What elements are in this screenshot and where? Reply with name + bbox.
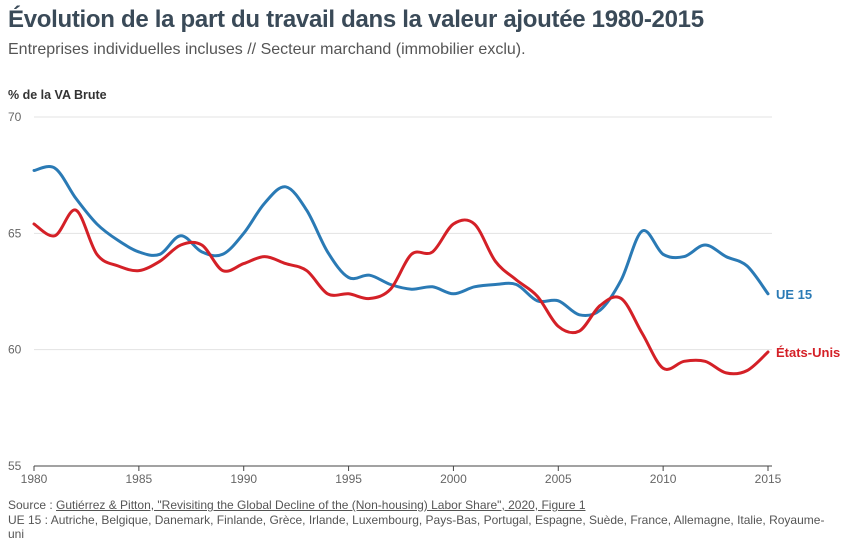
series-label-etats-unis: États-Unis (776, 345, 840, 360)
x-tick-label: 1995 (335, 472, 362, 486)
x-tick-label: 2010 (650, 472, 677, 486)
source-line: Source : Gutiérrez & Pitton, "Revisiting… (8, 498, 840, 513)
y-axis-label: % de la VA Brute (8, 88, 107, 102)
chart-title: Évolution de la part du travail dans la … (8, 6, 704, 33)
y-tick-label: 70 (8, 110, 22, 124)
note-line: UE 15 : Autriche, Belgique, Danemark, Fi… (8, 512, 825, 542)
source-prefix: Source : (8, 498, 57, 512)
chart-subtitle: Entreprises individuelles incluses // Se… (8, 41, 526, 58)
series-label-ue15: UE 15 (776, 287, 812, 302)
x-tick-label: 2000 (440, 472, 467, 486)
chart-footer: Source : Gutiérrez & Pitton, "Revisiting… (8, 498, 840, 542)
series-line-etats-unis (32, 208, 770, 376)
x-tick-label: 2015 (755, 472, 782, 486)
x-tick-label: 1985 (126, 472, 153, 486)
y-tick-label: 55 (8, 459, 22, 473)
y-tick-label: 65 (8, 226, 22, 240)
x-tick-label: 1980 (21, 472, 48, 486)
y-tick-label: 60 (8, 343, 22, 357)
x-tick-label: 1990 (230, 472, 257, 486)
series-line-ue15 (32, 165, 770, 318)
source-link[interactable]: Gutiérrez & Pitton, "Revisiting the Glob… (56, 498, 586, 512)
x-tick-label: 2005 (545, 472, 572, 486)
line-chart: 55 60 65 70 1980 1985 1990 1995 2000 2005 2010 2015… (8, 110, 840, 486)
